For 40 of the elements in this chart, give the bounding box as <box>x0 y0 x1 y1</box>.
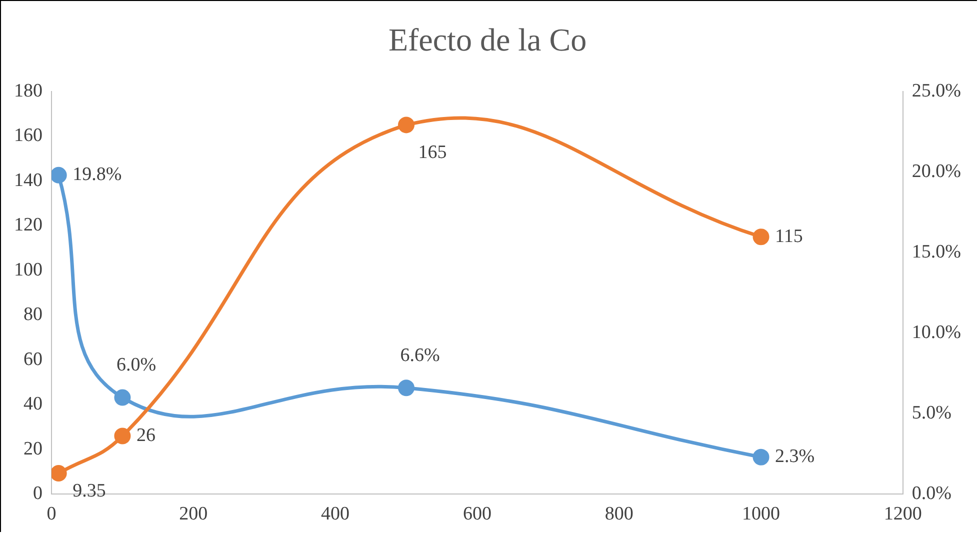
y2-tick-label: 5.0% <box>912 402 952 424</box>
y-tick-label: 160 <box>14 125 42 146</box>
data-label: 165 <box>418 142 447 163</box>
x-tick-label: 400 <box>321 504 350 525</box>
x-tick-label: 600 <box>462 504 492 525</box>
y-tick-label: 20 <box>24 438 42 460</box>
point <box>52 465 67 482</box>
data-label: 26 <box>136 425 156 446</box>
chart-title: Efecto de la Co <box>388 22 587 58</box>
y-tick-label: 60 <box>24 348 42 370</box>
x-tick-label: 200 <box>179 504 208 525</box>
x-tick-label: 0 <box>46 504 56 525</box>
point <box>752 448 770 466</box>
data-label: 19.8% <box>72 164 122 186</box>
y-tick-label: 0 <box>33 483 42 504</box>
y2-tick-label: 0.0% <box>912 483 952 504</box>
y-tick-label: 180 <box>14 80 42 102</box>
data-label: 9.35 <box>72 480 106 502</box>
x-tick-label: 800 <box>604 504 634 525</box>
y2-tick-label: 25.0% <box>912 80 962 102</box>
y-tick-label: 120 <box>14 214 42 236</box>
point <box>398 380 415 396</box>
data-label: 115 <box>775 226 803 247</box>
y-tick-label: 140 <box>14 170 42 191</box>
y-tick-label: 40 <box>24 394 42 415</box>
y2-tick-label: 15.0% <box>912 242 962 263</box>
point <box>52 166 67 184</box>
y2-tick-label: 10.0% <box>912 322 962 344</box>
y-tick-label: 80 <box>24 304 42 326</box>
point <box>114 389 131 406</box>
x-tick-label: 1200 <box>884 504 922 525</box>
x-tick-label: 1000 <box>742 504 780 525</box>
y-tick-label: 100 <box>14 259 42 280</box>
point <box>752 228 770 246</box>
point <box>114 428 131 444</box>
point <box>398 116 415 134</box>
y2-tick-label: 20.0% <box>912 160 962 182</box>
data-label: 2.3% <box>775 446 815 468</box>
data-label: 6.0% <box>116 354 156 376</box>
data-label: 6.6% <box>400 344 440 366</box>
